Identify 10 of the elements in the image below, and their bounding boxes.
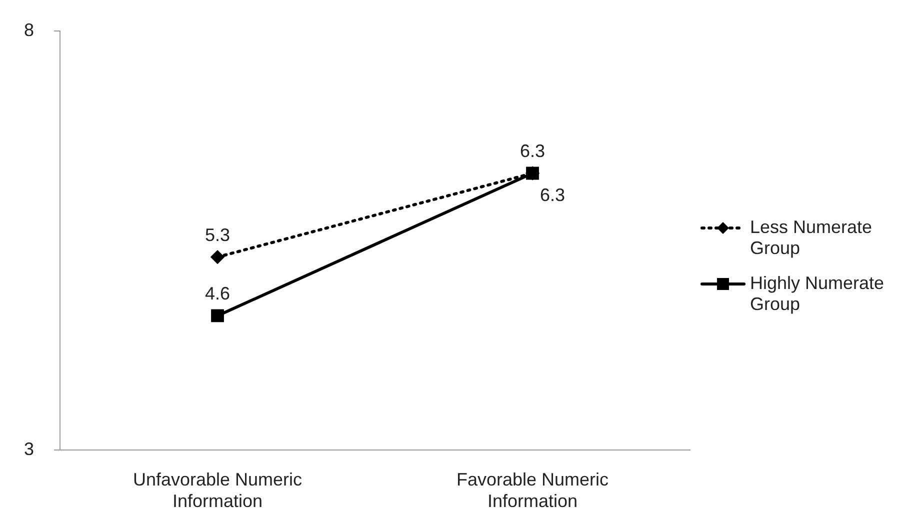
y-tick-label: 8: [24, 20, 34, 40]
data-label: 6.3: [540, 185, 566, 206]
x-tick-label: Favorable Numeric Information: [456, 470, 609, 512]
legend-label: Highly Numerate Group: [750, 272, 886, 314]
data-label: 4.6: [204, 284, 230, 304]
data-label: 6.3: [520, 141, 546, 162]
y-tick-label: 3: [24, 438, 34, 459]
legend-label: Less Numerate Group: [750, 216, 874, 258]
data-label: 5.3: [204, 225, 230, 246]
x-tick-label: Unfavorable Numeric Information: [132, 470, 302, 512]
